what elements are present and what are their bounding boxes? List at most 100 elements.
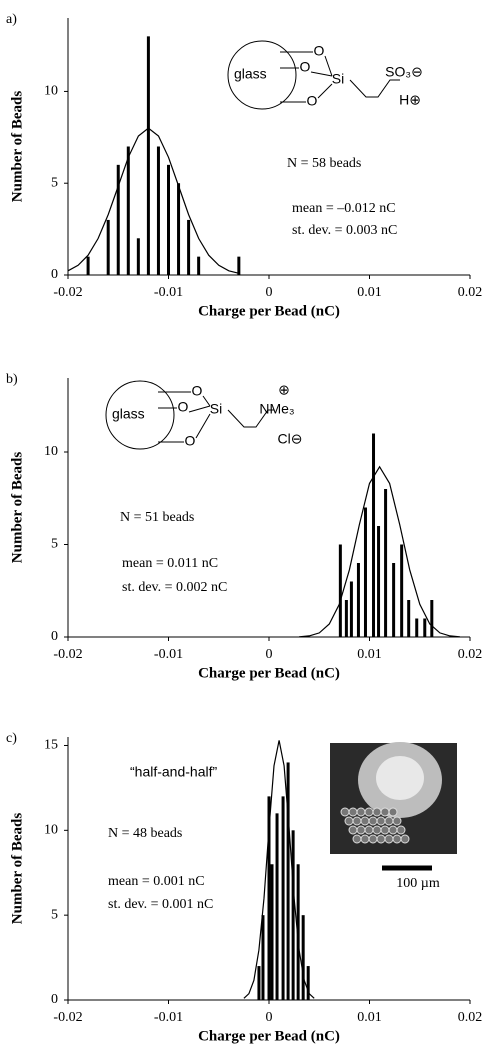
- bar: [407, 600, 411, 637]
- bar: [267, 796, 271, 1000]
- inset-bead: [400, 834, 410, 844]
- bar: [356, 563, 360, 637]
- structure-label: NMe₃: [259, 401, 294, 417]
- fit-curve: [67, 127, 240, 274]
- bar: [156, 146, 160, 275]
- bar: [301, 915, 305, 1000]
- bar: [400, 544, 404, 637]
- bar: [106, 219, 110, 275]
- bead: [227, 40, 297, 110]
- bar: [116, 164, 120, 275]
- inset-bead: [360, 834, 370, 844]
- structure-label: O: [300, 59, 311, 75]
- bar: [344, 600, 348, 637]
- x-tick-label: -0.01: [154, 1010, 183, 1025]
- scale-bar-label: 100 µm: [396, 876, 440, 891]
- structure-label: glass: [234, 66, 267, 82]
- y-tick-label: 5: [51, 175, 58, 190]
- inset-bead: [360, 816, 370, 826]
- bar: [349, 581, 353, 637]
- annotation: mean = –0.012 nC: [292, 201, 396, 216]
- inset-bead: [396, 825, 406, 835]
- y-tick-label: 10: [44, 444, 58, 459]
- structure-label: Si: [210, 401, 222, 417]
- structure-label: O: [185, 433, 196, 449]
- bond: [202, 395, 211, 407]
- inset-bead: [340, 807, 350, 817]
- inset-bead: [368, 816, 378, 826]
- annotation: st. dev. = 0.002 nC: [122, 580, 227, 595]
- bar: [377, 526, 381, 637]
- x-tick-label: 0: [266, 647, 273, 662]
- inset-bead: [372, 807, 382, 817]
- x-axis-label: Charge per Bead (nC): [198, 665, 340, 681]
- bond: [317, 83, 333, 99]
- inset-bead: [376, 834, 386, 844]
- y-tick-label: 5: [51, 537, 58, 552]
- bond: [324, 55, 333, 77]
- x-tick-label: 0.01: [357, 1010, 382, 1025]
- bar: [286, 762, 290, 1000]
- inset-bead: [344, 816, 354, 826]
- structure-label: O: [307, 93, 318, 109]
- x-tick-label: 0: [266, 1010, 273, 1025]
- bond: [310, 71, 333, 77]
- structure-label: SO₃⊖: [385, 64, 423, 80]
- x-tick-label: -0.01: [154, 285, 183, 300]
- x-tick-label: 0.01: [357, 285, 382, 300]
- x-tick-label: 0.02: [458, 647, 483, 662]
- y-axis-label: Number of Beads: [9, 91, 25, 203]
- x-tick-label: 0.02: [458, 285, 483, 300]
- inset-bead: [368, 834, 378, 844]
- y-axis-label: Number of Beads: [9, 452, 25, 564]
- chain: [349, 79, 400, 98]
- bar: [423, 618, 427, 637]
- bar: [281, 796, 285, 1000]
- panel-label: c): [6, 731, 17, 746]
- structure-label: glass: [112, 406, 145, 422]
- y-tick-label: 10: [44, 84, 58, 99]
- x-tick-label: -0.02: [53, 1010, 82, 1025]
- inset-bead: [384, 816, 394, 826]
- inset-bead: [372, 825, 382, 835]
- bar: [257, 966, 261, 1000]
- y-tick-label: 10: [44, 823, 58, 838]
- inset-bead: [364, 825, 374, 835]
- y-tick-label: 0: [51, 629, 58, 644]
- annotation: N = 58 beads: [287, 156, 361, 171]
- bar: [126, 146, 130, 275]
- inset-bead: [392, 816, 402, 826]
- structure-label: H⊕: [399, 92, 421, 108]
- bar: [136, 238, 140, 275]
- bar: [275, 813, 279, 1000]
- fit-curve: [243, 740, 315, 999]
- structure-label: ⊕: [278, 382, 290, 398]
- annotation: N = 51 beads: [120, 510, 194, 525]
- inset-bead: [388, 825, 398, 835]
- structure-label: O: [192, 383, 203, 399]
- x-tick-label: 0.01: [357, 647, 382, 662]
- structure-label: O: [178, 399, 189, 415]
- inset-bead: [348, 825, 358, 835]
- bar: [430, 600, 434, 637]
- inset-bead: [352, 816, 362, 826]
- x-axis-label: Charge per Bead (nC): [198, 1028, 340, 1044]
- bar: [270, 864, 274, 1000]
- fit-curve: [299, 465, 460, 638]
- inset-bead: [392, 834, 402, 844]
- inset-bead: [384, 834, 394, 844]
- bar: [187, 219, 191, 275]
- annotation: “half-and-half”: [130, 764, 217, 780]
- panel-label: b): [6, 372, 18, 387]
- inset-bead: [380, 807, 390, 817]
- inset-bead: [352, 834, 362, 844]
- x-tick-label: -0.02: [53, 285, 82, 300]
- structure-label: Si: [332, 71, 344, 87]
- structure-label: Cl⊖: [278, 431, 303, 447]
- bar: [167, 164, 170, 275]
- x-axis-label: Charge per Bead (nC): [198, 303, 340, 319]
- bar: [291, 830, 295, 1000]
- y-tick-label: 5: [51, 907, 58, 922]
- annotation: mean = 0.001 nC: [108, 874, 205, 889]
